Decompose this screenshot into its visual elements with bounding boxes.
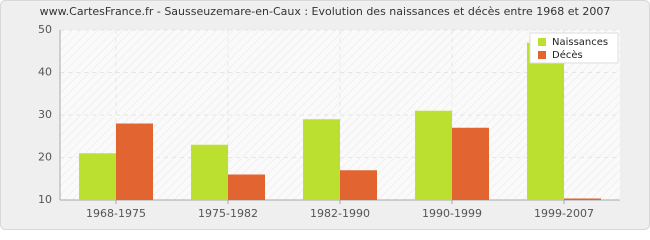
bar [303, 119, 340, 200]
x-tick-label: 1982-1990 [310, 207, 370, 220]
chart: www.CartesFrance.fr - Sausseuzemare-en-C… [0, 0, 650, 230]
bar [527, 42, 564, 200]
legend-swatch [538, 38, 546, 46]
legend-swatch [538, 51, 546, 59]
y-tick-label: 50 [38, 23, 52, 36]
x-tick-label: 1990-1999 [422, 207, 482, 220]
chart-title: www.CartesFrance.fr - Sausseuzemare-en-C… [40, 5, 611, 18]
legend-label: Naissances [552, 37, 608, 48]
y-tick-label: 10 [38, 193, 52, 206]
x-tick-label: 1968-1975 [86, 207, 146, 220]
x-tick-label: 1975-1982 [198, 207, 258, 220]
x-tick-label: 1999-2007 [534, 207, 594, 220]
y-tick-label: 20 [38, 151, 52, 164]
y-tick-label: 40 [38, 66, 52, 79]
bar [191, 144, 228, 200]
bar [452, 127, 489, 200]
bar [415, 110, 452, 200]
legend-label: Décès [552, 49, 583, 61]
bar [564, 198, 601, 200]
y-tick-label: 30 [38, 108, 52, 121]
bar [79, 153, 116, 200]
bar [340, 170, 377, 200]
bar [116, 123, 153, 200]
bar [228, 174, 265, 200]
